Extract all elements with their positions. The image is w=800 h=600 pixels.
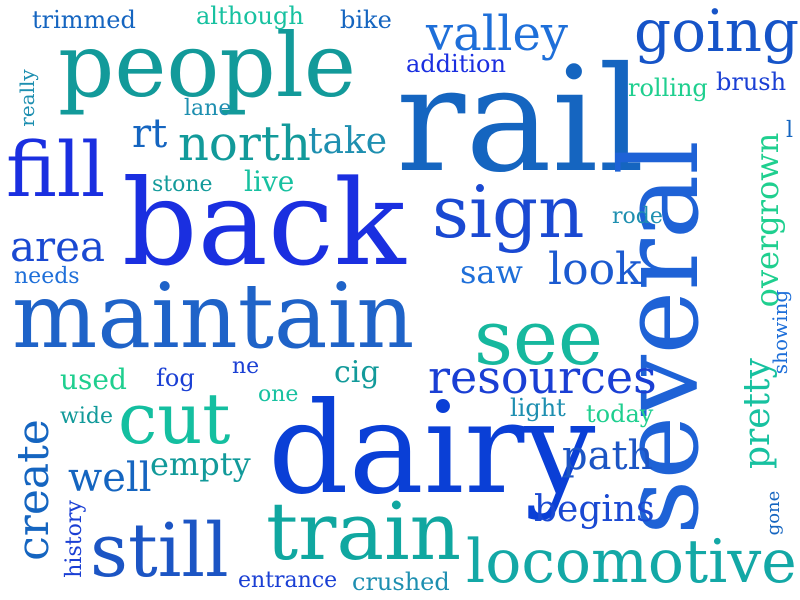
word-rode: rode	[612, 204, 663, 229]
word-ne: ne	[232, 354, 260, 379]
word-rolling: rolling	[628, 74, 708, 102]
word-take: take	[308, 121, 388, 162]
word-brush: brush	[716, 68, 787, 96]
word-crushed: crushed	[352, 568, 450, 596]
word-wide: wide	[60, 404, 113, 429]
word-fill: fill	[6, 125, 106, 214]
word-north: north	[178, 116, 311, 172]
word-sign: sign	[432, 170, 585, 254]
word-area: area	[10, 222, 106, 271]
word-going: going	[634, 0, 800, 65]
word-people: people	[58, 14, 356, 117]
word-pretty: pretty	[737, 358, 778, 469]
word-showing: showing	[768, 289, 792, 375]
word-train: train	[266, 485, 462, 578]
word-path: path	[562, 433, 654, 479]
word-gone: gone	[763, 490, 784, 536]
word-see: see	[474, 293, 603, 382]
word-l: l	[786, 118, 794, 143]
word-bike: bike	[340, 6, 392, 34]
word-today: today	[586, 400, 654, 428]
word-lane: lane	[184, 96, 232, 121]
word-used: used	[60, 363, 127, 396]
word-history: history	[62, 500, 87, 578]
word-cig: cig	[334, 355, 380, 390]
word-trimmed: trimmed	[32, 6, 136, 34]
word-maintain: maintain	[12, 264, 415, 369]
word-needs: needs	[14, 264, 80, 289]
word-really: really	[15, 69, 39, 127]
word-well: well	[68, 455, 152, 501]
word-stone: stone	[152, 172, 213, 197]
word-live: live	[244, 165, 295, 198]
word-saw: saw	[460, 253, 523, 291]
word-entrance: entrance	[238, 568, 338, 593]
word-addition: addition	[406, 50, 506, 78]
word-light: light	[510, 394, 566, 422]
word-rt: rt	[132, 111, 168, 157]
word-begins: begins	[534, 489, 655, 530]
word-look: look	[548, 244, 642, 295]
word-rail: rail	[396, 36, 645, 205]
word-locomotive: locomotive	[466, 527, 797, 597]
word-create: create	[8, 419, 59, 561]
word-back: back	[122, 154, 406, 292]
word-dairy: dairy	[268, 375, 596, 522]
word-fog: fog	[156, 364, 195, 392]
word-empty: empty	[150, 445, 251, 483]
word-valley: valley	[426, 6, 568, 62]
word-one: one	[258, 382, 299, 407]
word-although: although	[196, 2, 304, 30]
word-resources: resources	[428, 350, 657, 404]
word-cut: cut	[118, 378, 231, 460]
word-still: still	[90, 508, 229, 594]
